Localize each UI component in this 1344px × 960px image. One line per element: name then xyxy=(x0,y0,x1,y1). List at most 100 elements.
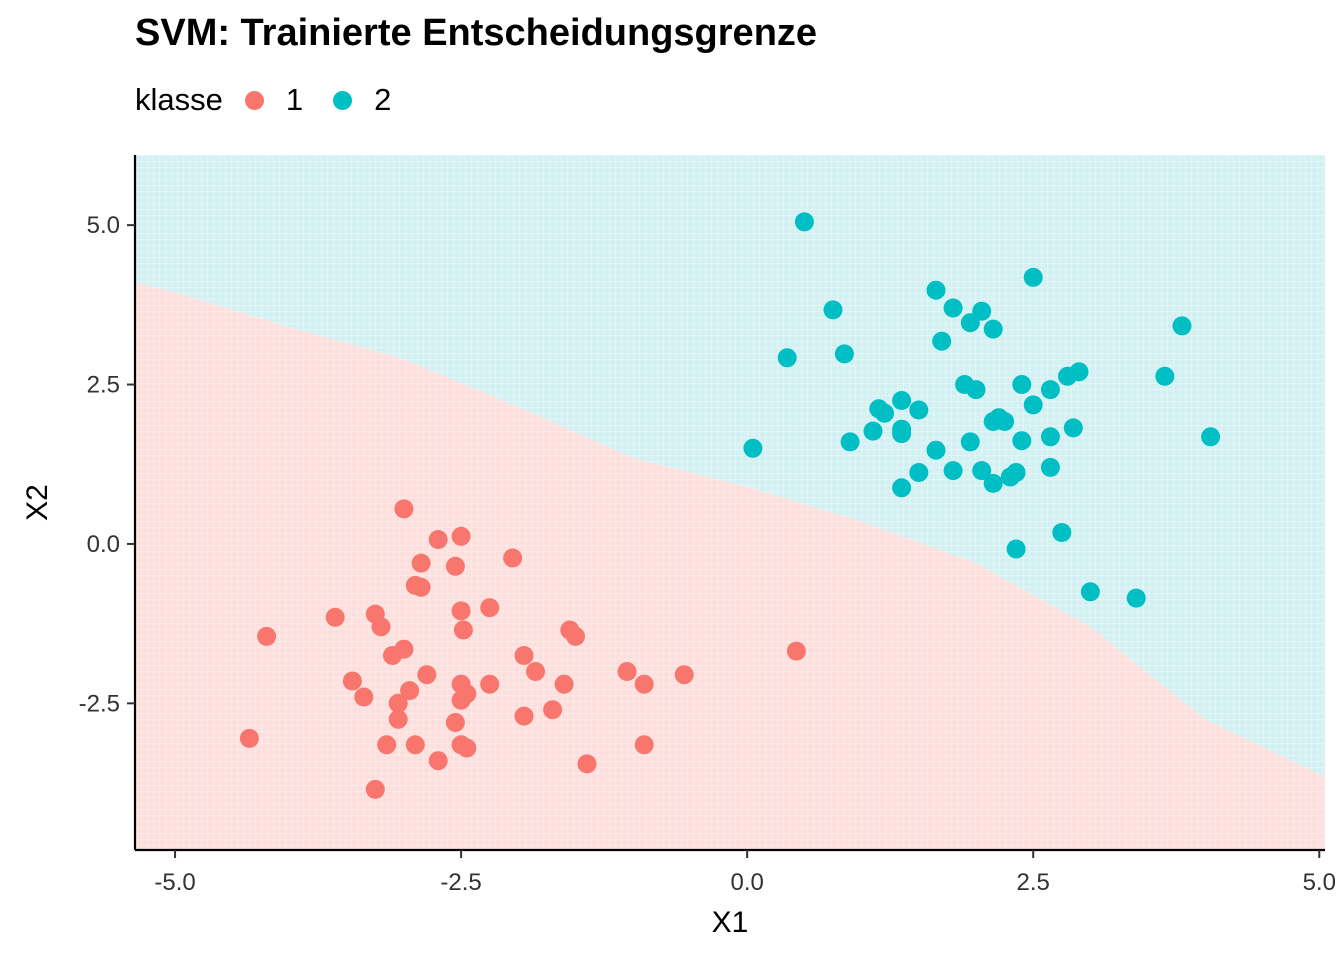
data-point-class-1 xyxy=(453,620,473,640)
data-point-class-1 xyxy=(526,662,545,681)
data-point-class-2 xyxy=(943,461,963,481)
data-point-class-2 xyxy=(777,348,797,368)
legend-title: klasse xyxy=(135,82,223,117)
data-points xyxy=(239,212,1221,799)
data-point-class-1 xyxy=(405,735,425,755)
data-point-class-2 xyxy=(1058,366,1077,386)
legend-item-class-2: 2 xyxy=(333,82,391,118)
data-point-class-2 xyxy=(892,391,912,410)
data-point-class-2 xyxy=(926,440,946,460)
data-point-class-1 xyxy=(239,728,259,748)
data-point-class-2 xyxy=(1006,539,1026,559)
data-point-class-2 xyxy=(995,412,1015,431)
data-point-class-2 xyxy=(1023,267,1043,287)
data-point-class-1 xyxy=(411,553,431,573)
data-point-class-2 xyxy=(840,432,860,452)
data-point-class-2 xyxy=(966,380,986,400)
data-point-class-1 xyxy=(388,709,408,729)
data-point-class-1 xyxy=(786,641,806,661)
data-point-class-2 xyxy=(794,212,814,232)
x-tick-label: -5.0 xyxy=(154,869,195,896)
decision-region-class-1 xyxy=(135,282,1325,850)
data-point-class-1 xyxy=(634,735,654,755)
data-point-class-2 xyxy=(1000,467,1020,487)
x-axis-title: X1 xyxy=(712,906,749,939)
data-point-class-2 xyxy=(743,438,763,458)
data-point-class-1 xyxy=(451,690,471,710)
data-point-class-1 xyxy=(365,779,385,799)
data-point-class-1 xyxy=(451,526,471,546)
data-point-class-2 xyxy=(960,313,980,333)
y-tick-label: -2.5 xyxy=(79,690,120,717)
data-point-class-2 xyxy=(892,478,912,498)
data-point-class-1 xyxy=(451,601,471,621)
data-point-class-1 xyxy=(480,674,500,694)
data-point-class-1 xyxy=(400,681,420,701)
data-point-class-2 xyxy=(892,424,912,444)
data-point-class-1 xyxy=(342,671,362,691)
data-point-class-1 xyxy=(354,687,374,707)
x-tick-label: 5.0 xyxy=(1303,869,1336,896)
data-point-class-1 xyxy=(445,713,465,732)
legend-item-class-1: 1 xyxy=(244,82,304,118)
data-point-class-2 xyxy=(875,403,894,423)
data-point-class-1 xyxy=(554,674,574,694)
data-point-class-2 xyxy=(1080,582,1100,602)
data-point-class-2 xyxy=(1040,427,1060,447)
data-point-class-1 xyxy=(445,556,465,576)
data-point-class-2 xyxy=(863,421,883,441)
y-axis-title: X2 xyxy=(21,484,54,521)
axes: -5.0 -2.5 0.0 2.5 5.0 -2.5 0.0 2.5 5.0 X1 X2 xyxy=(21,155,1336,939)
data-point-class-1 xyxy=(674,665,694,685)
y-tick-label: 0.0 xyxy=(87,531,120,558)
data-point-class-2 xyxy=(1201,427,1221,447)
data-point-class-2 xyxy=(1063,418,1083,438)
data-point-class-1 xyxy=(543,700,563,720)
data-point-class-2 xyxy=(983,473,1003,493)
data-point-class-1 xyxy=(383,646,402,665)
legend-label-class-2: 2 xyxy=(374,82,392,117)
x-tick-label: 0.0 xyxy=(730,869,763,896)
data-point-class-1 xyxy=(411,577,431,597)
data-point-class-2 xyxy=(1040,457,1060,477)
data-point-class-1 xyxy=(577,754,597,774)
data-point-class-1 xyxy=(394,499,414,519)
data-point-class-1 xyxy=(257,626,277,646)
legend-label-class-1: 1 xyxy=(285,82,304,117)
data-point-class-2 xyxy=(1012,431,1032,451)
data-point-class-2 xyxy=(823,300,843,320)
data-point-class-2 xyxy=(972,461,992,481)
decision-region-class-2 xyxy=(135,155,1325,777)
x-tick-label: 2.5 xyxy=(1017,869,1050,896)
data-point-class-2 xyxy=(1012,375,1032,394)
data-point-class-1 xyxy=(457,738,477,758)
data-point-class-2 xyxy=(909,400,929,420)
data-point-class-2 xyxy=(1040,380,1060,400)
data-point-class-1 xyxy=(514,646,534,665)
data-point-class-1 xyxy=(634,674,654,694)
chart-title: SVM: Trainierte Entscheidungsgrenze xyxy=(135,12,818,54)
data-point-class-1 xyxy=(503,548,523,568)
data-point-class-1 xyxy=(377,735,397,755)
data-point-class-1 xyxy=(417,665,437,685)
data-point-class-2 xyxy=(1172,316,1192,336)
data-point-class-2 xyxy=(960,432,980,452)
data-point-class-2 xyxy=(1023,395,1043,415)
data-point-class-1 xyxy=(428,530,448,549)
legend: klasse 1 2 xyxy=(135,80,421,120)
data-point-class-1 xyxy=(388,693,408,713)
x-tick-label: -2.5 xyxy=(440,869,481,896)
data-point-class-1 xyxy=(480,598,500,618)
data-point-class-2 xyxy=(909,463,929,482)
data-point-class-2 xyxy=(1052,523,1072,542)
legend-marker-class-2 xyxy=(333,90,353,110)
data-point-class-2 xyxy=(1155,366,1175,386)
y-tick-label: 5.0 xyxy=(87,212,120,239)
data-point-class-1 xyxy=(371,617,391,637)
y-tick-label: 2.5 xyxy=(87,372,120,399)
data-point-class-2 xyxy=(943,298,963,318)
data-point-class-1 xyxy=(514,706,534,726)
decision-regions xyxy=(135,155,1325,850)
data-point-class-2 xyxy=(926,280,946,300)
